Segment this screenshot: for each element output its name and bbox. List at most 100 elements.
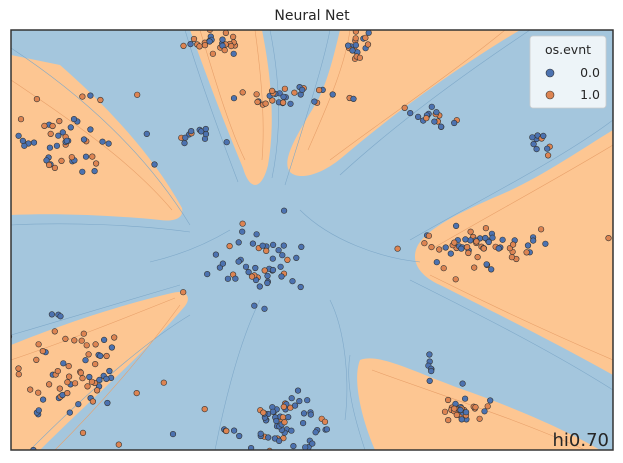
data-point-class-0 bbox=[79, 168, 86, 175]
data-point-class-1 bbox=[78, 337, 85, 344]
data-point-class-0 bbox=[219, 260, 226, 267]
data-point-class-1 bbox=[85, 351, 92, 358]
data-point-class-0 bbox=[143, 130, 150, 137]
data-point-class-1 bbox=[537, 226, 545, 233]
data-point-class-1 bbox=[266, 447, 273, 450]
data-point-class-1 bbox=[33, 356, 40, 364]
data-point-class-0 bbox=[224, 275, 231, 282]
data-point-class-0 bbox=[261, 305, 268, 312]
data-point-class-0 bbox=[206, 38, 213, 45]
data-point-class-0 bbox=[293, 254, 300, 261]
data-point-class-0 bbox=[297, 283, 304, 291]
data-point-class-1 bbox=[83, 342, 90, 349]
data-point-class-1 bbox=[425, 232, 433, 239]
data-point-class-0 bbox=[279, 252, 286, 259]
data-point-class-1 bbox=[221, 47, 228, 54]
legend-marker-class-1 bbox=[545, 90, 555, 100]
data-point-class-1 bbox=[54, 368, 61, 375]
data-point-class-1 bbox=[92, 361, 99, 368]
data-point-class-0 bbox=[103, 375, 110, 383]
data-point-class-1 bbox=[88, 378, 95, 385]
data-point-class-1 bbox=[228, 42, 235, 50]
data-point-class-0 bbox=[19, 137, 27, 144]
data-point-class-0 bbox=[245, 269, 252, 276]
data-point-class-1 bbox=[15, 371, 22, 378]
contour-lines bbox=[11, 30, 613, 450]
data-point-class-1 bbox=[280, 99, 287, 106]
data-point-class-0 bbox=[304, 397, 311, 404]
data-point-class-0 bbox=[251, 302, 258, 309]
data-point-class-1 bbox=[97, 96, 104, 104]
data-point-class-1 bbox=[35, 341, 42, 348]
data-point-class-1 bbox=[180, 289, 187, 296]
data-point-class-1 bbox=[321, 418, 329, 425]
data-point-class-0 bbox=[252, 264, 259, 272]
data-point-class-1 bbox=[92, 160, 100, 167]
data-point-class-0 bbox=[433, 109, 440, 116]
data-point-class-1 bbox=[58, 157, 65, 164]
data-point-class-1 bbox=[209, 50, 216, 57]
data-point-class-1 bbox=[260, 409, 267, 416]
data-point-class-0 bbox=[499, 236, 506, 243]
data-point-class-0 bbox=[39, 396, 47, 403]
data-point-class-1 bbox=[352, 35, 359, 42]
data-point-class-0 bbox=[407, 109, 414, 117]
data-point-class-1 bbox=[281, 419, 288, 426]
data-point-class-0 bbox=[431, 118, 438, 125]
data-point-class-0 bbox=[104, 399, 111, 407]
data-point-class-0 bbox=[43, 157, 50, 164]
data-point-class-1 bbox=[480, 245, 487, 252]
data-point-class-1 bbox=[89, 398, 96, 405]
scatter-points bbox=[0, 30, 612, 457]
data-point-class-1 bbox=[17, 116, 25, 123]
data-point-class-0 bbox=[99, 138, 106, 145]
data-point-class-0 bbox=[530, 237, 537, 244]
data-point-class-0 bbox=[30, 139, 38, 146]
data-point-class-1 bbox=[180, 42, 187, 50]
data-point-class-1 bbox=[64, 379, 71, 386]
data-point-class-0 bbox=[447, 250, 454, 257]
data-point-class-1 bbox=[465, 249, 472, 257]
data-point-class-1 bbox=[472, 404, 479, 411]
data-point-class-1 bbox=[523, 249, 530, 256]
data-point-class-0 bbox=[75, 401, 82, 408]
data-point-class-0 bbox=[82, 153, 90, 160]
data-point-class-1 bbox=[394, 245, 401, 252]
data-point-class-0 bbox=[248, 445, 255, 450]
data-point-class-1 bbox=[89, 153, 96, 160]
data-point-class-0 bbox=[0, 128, 5, 134]
data-point-class-0 bbox=[488, 266, 495, 273]
data-point-class-0 bbox=[182, 134, 189, 141]
data-point-class-0 bbox=[230, 50, 237, 57]
data-point-class-1 bbox=[56, 385, 63, 392]
data-point-class-0 bbox=[87, 126, 94, 133]
data-point-class-1 bbox=[239, 220, 246, 227]
data-point-class-0 bbox=[292, 402, 299, 409]
data-point-class-1 bbox=[41, 122, 48, 129]
data-point-class-1 bbox=[222, 30, 229, 36]
data-point-class-0 bbox=[524, 242, 532, 249]
data-point-class-1 bbox=[33, 95, 41, 103]
data-point-class-0 bbox=[264, 451, 270, 457]
data-point-class-0 bbox=[97, 352, 104, 360]
data-point-class-0 bbox=[59, 129, 66, 136]
data-point-class-0 bbox=[96, 376, 103, 384]
data-point-class-0 bbox=[231, 427, 238, 434]
data-point-class-0 bbox=[57, 313, 64, 320]
data-point-class-1 bbox=[436, 246, 443, 253]
data-point-class-0 bbox=[463, 409, 470, 416]
data-point-class-0 bbox=[459, 380, 466, 387]
data-point-class-0 bbox=[285, 414, 292, 421]
data-point-class-0 bbox=[236, 432, 243, 440]
data-point-class-1 bbox=[39, 348, 46, 355]
data-point-class-0 bbox=[290, 443, 297, 450]
data-point-class-0 bbox=[1, 129, 7, 135]
data-point-class-1 bbox=[35, 389, 42, 396]
data-point-class-1 bbox=[263, 247, 270, 254]
data-point-class-0 bbox=[269, 255, 276, 262]
data-point-class-0 bbox=[87, 92, 94, 99]
region-top-left-lobe bbox=[190, 30, 272, 185]
data-point-class-1 bbox=[84, 383, 91, 390]
data-point-class-1 bbox=[65, 373, 73, 380]
data-point-class-0 bbox=[489, 234, 496, 241]
